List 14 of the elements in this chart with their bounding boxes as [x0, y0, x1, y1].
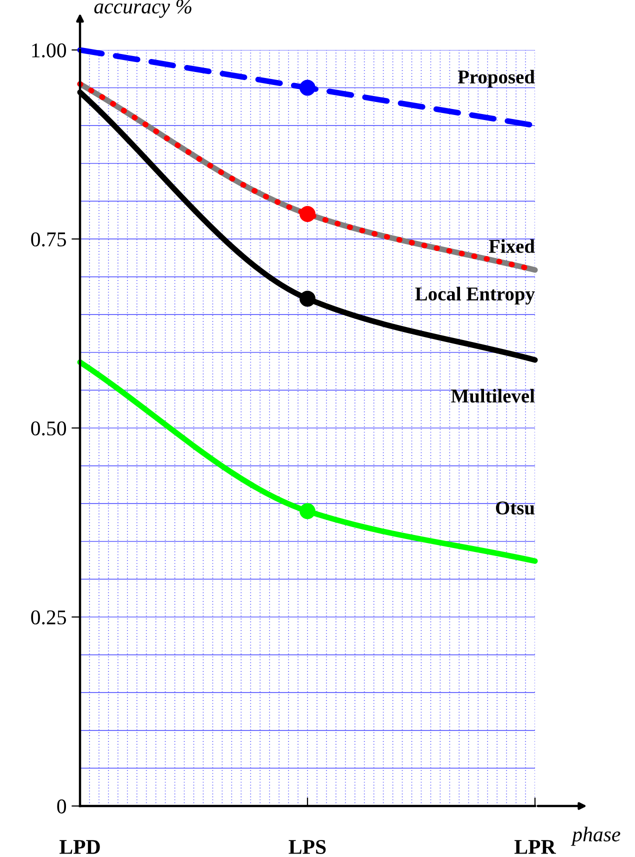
- y-tick-label: 0.25: [31, 610, 66, 625]
- y-tick-label: 0: [57, 799, 66, 814]
- y-tick-label: 1.00: [32, 43, 66, 58]
- y-tick-label: 0.50: [31, 421, 66, 436]
- annotation: Proposed: [458, 70, 535, 88]
- x-tick-label: LPD: [60, 840, 100, 854]
- x-tick-label: LPS: [288, 840, 326, 854]
- annotation: Local Entropy: [415, 286, 535, 305]
- x-tick-label: LPR: [514, 840, 556, 854]
- annotation: Fixed: [488, 239, 535, 253]
- x-axis-title: phase: [570, 826, 620, 846]
- annotation: Multilevel: [451, 388, 535, 403]
- y-tick-label: 0.75: [31, 232, 66, 246]
- annotation: Otsu: [496, 501, 534, 515]
